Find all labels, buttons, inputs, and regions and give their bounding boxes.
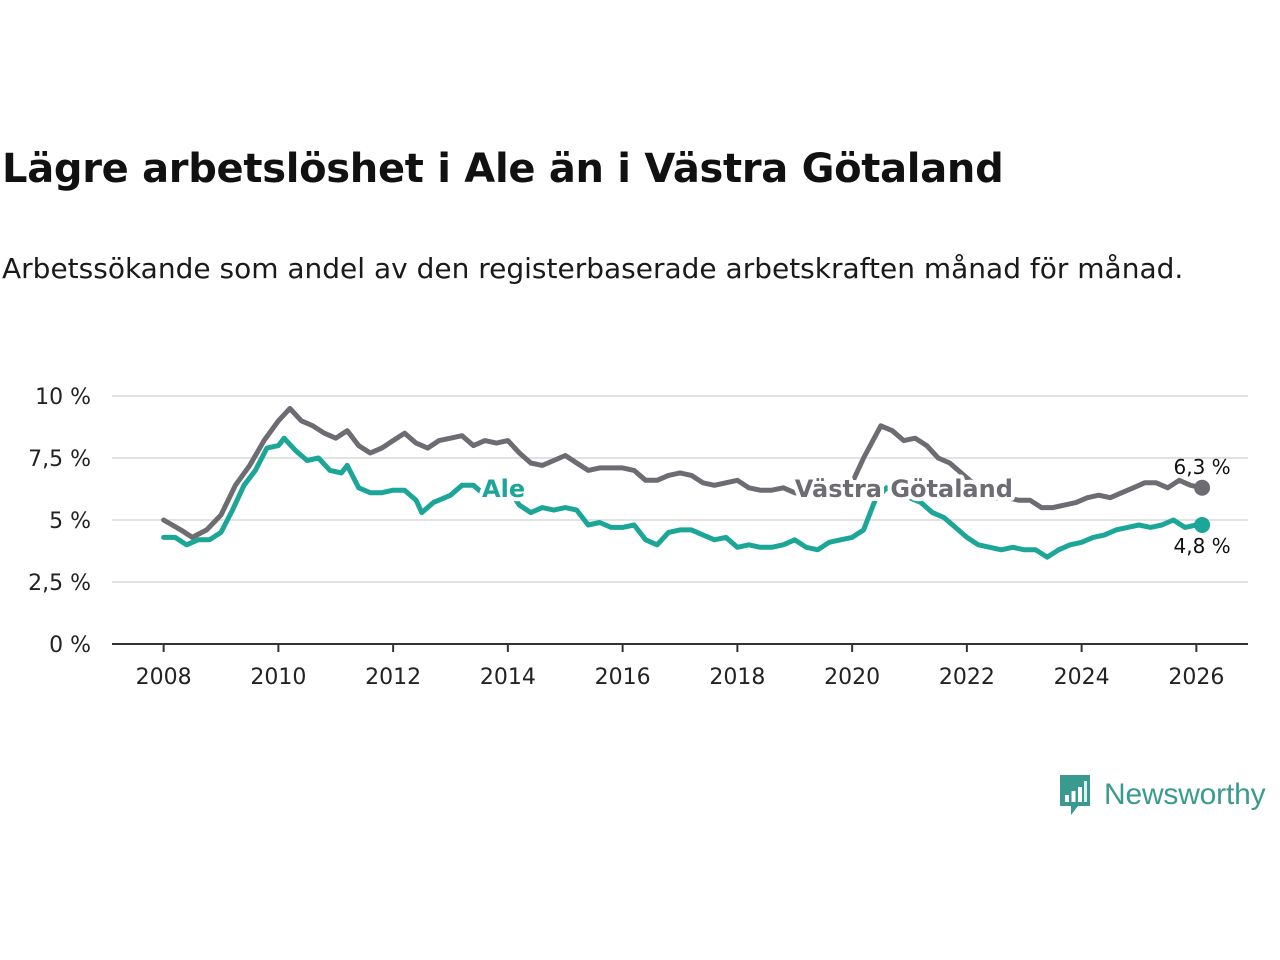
newsworthy-logo[interactable]: Newsworthy xyxy=(1058,773,1266,817)
grid-lines: 0 % 2,5 % 5 % 7,5 % 10 % xyxy=(28,385,1248,658)
line-chart: 0 % 2,5 % 5 % 7,5 % 10 % 2008 2010 2012 2014 201… xyxy=(28,385,1248,690)
x-tick-label: 2012 xyxy=(365,665,421,690)
x-tick-label: 2024 xyxy=(1054,665,1110,690)
series-end-marker xyxy=(1194,479,1211,496)
chart-title: Lägre arbetslöshet i Ale än i Västra Göt… xyxy=(2,146,1004,192)
series-label-halo: Västra Götaland xyxy=(795,475,1013,503)
x-tick-label: 2018 xyxy=(709,665,765,690)
series-line-vstra-gtaland xyxy=(161,405,1205,540)
y-tick-label: 5 % xyxy=(49,509,91,534)
series-end-label: 6,3 % xyxy=(1174,455,1231,479)
newsworthy-logo-icon xyxy=(1060,775,1090,815)
x-axis: 2008 2010 2012 2014 2016 2018 2020 2022 2024 2026 xyxy=(112,643,1248,690)
series-lines xyxy=(161,405,1211,560)
series-label-halo: Ale xyxy=(482,475,525,503)
x-tick-label: 2010 xyxy=(250,665,306,690)
y-tick-label: 0 % xyxy=(49,633,91,658)
series-name-label: Västra Götaland xyxy=(795,475,1013,503)
x-tick-label: 2014 xyxy=(480,665,536,690)
series-name-label: Ale xyxy=(482,475,525,503)
x-tick-label: 2022 xyxy=(939,665,995,690)
series-end-label: 4,8 % xyxy=(1174,534,1231,558)
y-tick-label: 10 % xyxy=(35,385,91,410)
chart-subtitle: Arbetssökande som andel av den registerb… xyxy=(2,252,1184,285)
series-end-marker xyxy=(1194,516,1211,533)
brand-name: Newsworthy xyxy=(1104,778,1266,811)
series-line-ale xyxy=(161,435,1205,560)
x-tick-label: 2016 xyxy=(595,665,651,690)
x-tick-label: 2020 xyxy=(824,665,880,690)
x-tick-label: 2008 xyxy=(136,665,192,690)
y-tick-label: 2,5 % xyxy=(28,571,91,596)
y-tick-label: 7,5 % xyxy=(28,447,91,472)
x-tick-label: 2026 xyxy=(1168,665,1224,690)
